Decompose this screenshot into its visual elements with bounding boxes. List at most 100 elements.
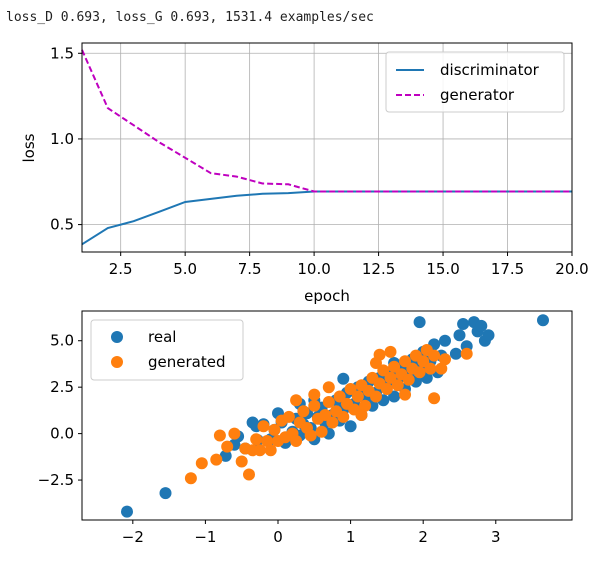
- scatter-legend-box: [90, 319, 244, 381]
- scatter-point-generated: [388, 360, 401, 373]
- training-log-line: loss_D 0.693, loss_G 0.693, 1531.4 examp…: [6, 10, 374, 25]
- scatter-point-generated: [264, 444, 277, 457]
- scatter-x-tick-label: −2: [122, 528, 144, 546]
- scatter-y-tick-label: 0.0: [50, 425, 74, 443]
- scatter-point-generated: [261, 435, 274, 447]
- scatter-point-generated: [297, 405, 310, 418]
- loss-x-tick-label: 5.0: [173, 260, 197, 278]
- scatter-point-real: [439, 334, 451, 347]
- scatter-points: [121, 314, 549, 518]
- scatter-point-generated: [221, 440, 234, 453]
- scatter-point-generated: [257, 420, 270, 433]
- legend-real-swatch: [111, 331, 123, 343]
- scatter-x-tick-label: 2: [418, 528, 428, 546]
- loss-x-axis-label: epoch: [304, 287, 350, 305]
- scatter-point-generated: [428, 392, 441, 405]
- scatter-point-real: [475, 319, 488, 332]
- scatter-point-generated: [290, 435, 303, 447]
- scatter-point-real: [159, 487, 172, 500]
- scatter-point-generated: [384, 371, 397, 384]
- scatter-point-generated: [268, 423, 281, 436]
- loss-y-tick-label: 0.5: [50, 216, 74, 234]
- scatter-point-generated: [380, 383, 393, 395]
- scatter-point-generated: [355, 409, 368, 421]
- loss-y-axis-label: loss: [20, 133, 38, 162]
- scatter-plot-frame: [81, 310, 573, 521]
- scatter-point-real: [449, 347, 462, 360]
- loss-y-tick-label: 1.0: [50, 130, 74, 148]
- scatter-x-tick-label: 0: [273, 528, 283, 546]
- scatter-point-generated: [243, 468, 255, 481]
- scatter-point-generated: [250, 433, 263, 446]
- scatter-point-real: [246, 416, 259, 429]
- loss-lines: [81, 49, 572, 246]
- loss-x-tick-label: 20.0: [555, 260, 588, 278]
- scatter-point-generated: [391, 379, 404, 392]
- loss-x-tick-label: 10.0: [297, 260, 330, 278]
- loss-chart: 2.5 5.0 7.5 10.0 12.5 15.0 17.5 20.0 0.51.01.5 …: [20, 42, 589, 305]
- scatter-point-generated: [322, 396, 335, 408]
- scatter-point-generated: [326, 416, 339, 429]
- scatter-point-generated: [413, 366, 426, 379]
- scatter-y-tick-label: −2.5: [38, 471, 74, 489]
- scatter-point-generated: [184, 472, 197, 485]
- scatter-point-generated: [308, 388, 321, 401]
- scatter-point-generated: [319, 409, 332, 421]
- scatter-point-generated: [290, 394, 303, 407]
- loss-plot-frame: [81, 42, 573, 253]
- scatter-point-generated: [439, 353, 451, 366]
- loss-x-tick-label: 15.0: [426, 260, 459, 278]
- scatter-point-generated: [282, 410, 295, 423]
- legend-generated-swatch: [111, 356, 123, 368]
- scatter-y-ticks: −2.5 0.0 2.5 5.0: [38, 332, 82, 489]
- scatter-y-tick-label: 2.5: [50, 378, 74, 396]
- scatter-point-real: [337, 372, 350, 385]
- legend-generated-label: generated: [148, 353, 225, 371]
- scatter-point-generated: [315, 425, 328, 438]
- scatter-point-real: [219, 449, 232, 462]
- scatter-point-real: [388, 390, 401, 403]
- loss-x-tick-label: 17.5: [491, 260, 524, 278]
- loss-x-tick-label: 12.5: [362, 260, 395, 278]
- scatter-point-generated: [377, 364, 390, 377]
- loss-legend-box: [385, 51, 565, 113]
- scatter-point-generated: [359, 399, 372, 412]
- scatter-point-generated: [235, 455, 248, 468]
- scatter-point-generated: [253, 444, 266, 457]
- legend-generator-label: generator: [440, 86, 515, 104]
- loss-legend: discriminator generator: [385, 51, 565, 113]
- scatter-legend: real generated: [90, 319, 244, 381]
- scatter-point-generated: [304, 429, 317, 442]
- scatter-point-real: [482, 329, 495, 342]
- scatter-point-real: [453, 329, 466, 342]
- scatter-point-generated: [370, 357, 382, 369]
- scatter-point-generated: [210, 453, 223, 466]
- scatter-point-generated: [322, 381, 335, 394]
- scatter-point-generated: [402, 373, 415, 386]
- scatter-y-tick-label: 5.0: [50, 332, 74, 350]
- scatter-point-generated: [428, 349, 441, 362]
- loss-y-ticks: 0.5 1.0 1.5: [50, 44, 82, 234]
- scatter-point-real: [413, 316, 426, 329]
- scatter-x-tick-label: 3: [491, 528, 501, 546]
- scatter-chart: −2 −1 0 1 2 3 −2.5 0.0 2.5 5.0 real generated: [38, 310, 573, 546]
- scatter-x-tick-label: −1: [194, 528, 216, 546]
- scatter-point-generated: [435, 362, 448, 375]
- scatter-point-real: [344, 420, 357, 433]
- legend-discriminator-label: discriminator: [440, 61, 540, 79]
- scatter-point-generated: [337, 410, 350, 423]
- series-line-discriminator: [81, 190, 572, 246]
- scatter-point-generated: [417, 355, 430, 368]
- scatter-x-ticks: −2 −1 0 1 2 3: [122, 520, 501, 546]
- loss-y-tick-label: 1.5: [50, 44, 74, 62]
- scatter-x-tick-label: 1: [346, 528, 356, 546]
- series-line-generator: [81, 49, 572, 193]
- scatter-point-generated: [424, 362, 437, 375]
- scatter-point-real: [121, 505, 133, 518]
- scatter-point-generated: [213, 429, 226, 442]
- loss-x-ticks: 2.5 5.0 7.5 10.0 12.5 15.0 17.5 20.0: [109, 252, 589, 278]
- scatter-point-generated: [370, 390, 382, 403]
- scatter-point-real: [457, 318, 470, 330]
- legend-real-label: real: [148, 328, 176, 346]
